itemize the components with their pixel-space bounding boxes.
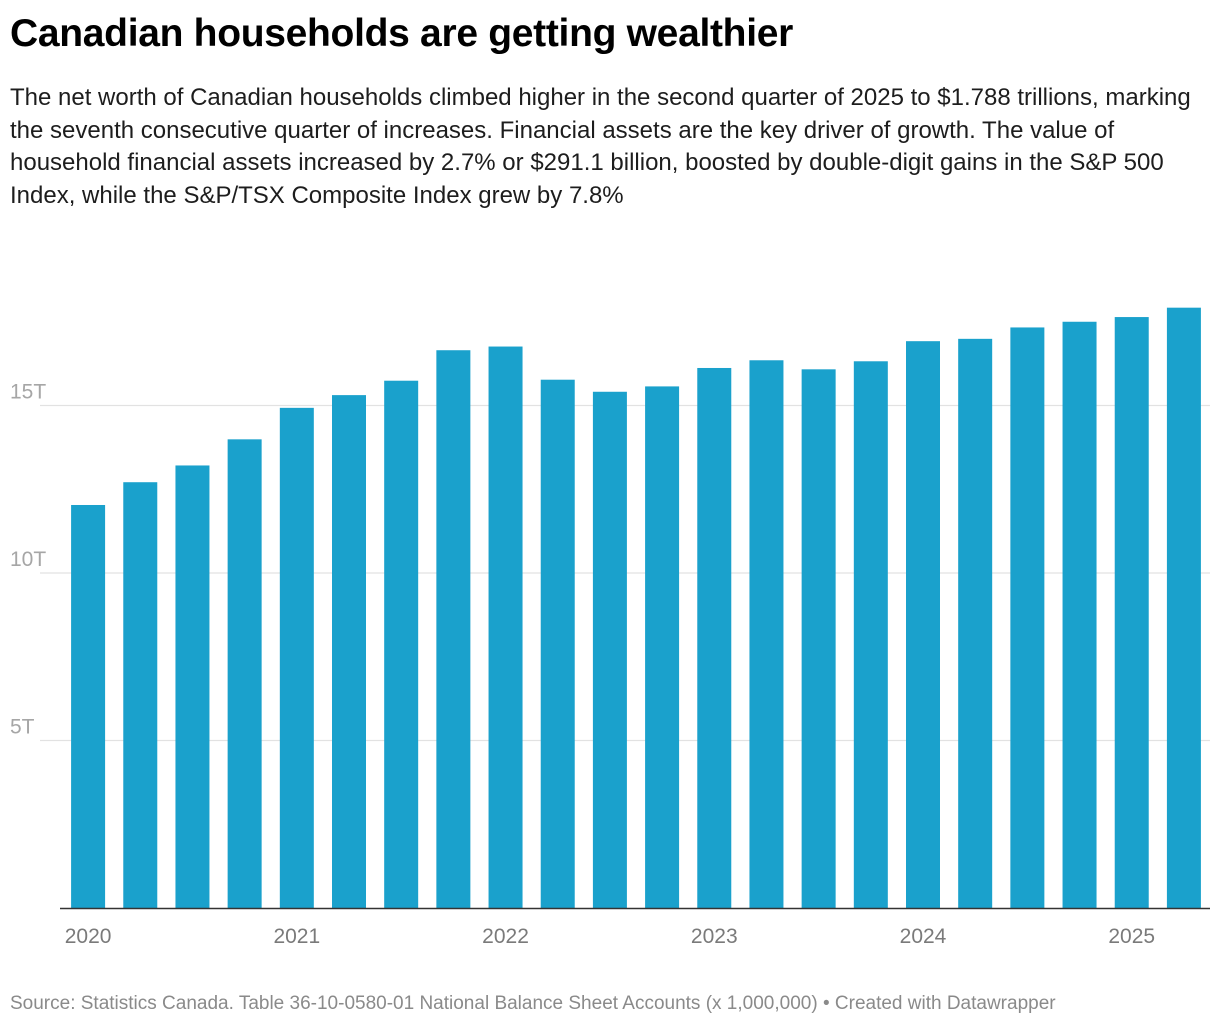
bar-2020-q4 (227, 439, 262, 908)
x-tick-label-2024: 2024 (900, 925, 947, 948)
x-tick-label-2021: 2021 (273, 925, 320, 948)
x-tick-label-2020: 2020 (65, 925, 112, 948)
footer-separator: • (817, 993, 835, 1014)
chart-subtitle: The net worth of Canadian households cli… (10, 84, 1191, 209)
bars (71, 307, 1201, 909)
bar-2023-q3 (801, 369, 836, 908)
y-tick-label-15T: 15T (10, 381, 46, 404)
x-tick-label-2022: 2022 (482, 925, 529, 948)
bar-2022-q1 (488, 346, 523, 908)
bar-2025-q2 (1166, 307, 1201, 908)
bar-2023-q1 (697, 367, 732, 909)
bar-2024-q2 (958, 338, 993, 909)
bar-2021-q2 (332, 395, 366, 908)
bar-2020-q1 (71, 504, 106, 908)
bar-2020-q3 (175, 465, 210, 908)
source-footer: Source: Statistics Canada. Table 36-10-0… (10, 993, 1056, 1015)
bar-2023-q2 (749, 360, 784, 908)
x-axis: 2020 2021 2022 2023 2024 2025 (60, 907, 1210, 948)
credit-text: Created with Datawrapper (834, 993, 1056, 1014)
bar-2023-q4 (853, 361, 888, 908)
bar-2020-q2 (123, 482, 158, 908)
bar-2021-q3 (384, 380, 419, 909)
bar-2022-q4 (645, 386, 680, 908)
y-tick-label-10T: 10T (10, 548, 46, 571)
bar-chart: 5T 10T 15T 2020 2021 2022 2023 2024 2025 (10, 307, 1210, 948)
bar-2022-q2 (540, 379, 575, 908)
bar-2022-q3 (592, 391, 627, 908)
bar-2025-q1 (1114, 317, 1149, 908)
x-tick-label-2025: 2025 (1108, 925, 1155, 948)
bar-2024-q4 (1062, 321, 1097, 908)
x-tick-label-2023: 2023 (691, 925, 738, 948)
bar-2021-q4 (436, 350, 471, 909)
source-text: Source: Statistics Canada. Table 36-10-0… (10, 993, 818, 1014)
chart-title: Canadian households are getting wealthie… (10, 12, 794, 55)
bar-2021-q1 (279, 407, 314, 908)
bar-2024-q3 (1010, 327, 1045, 908)
bar-2024-q1 (906, 341, 940, 908)
y-tick-label-5T: 5T (10, 716, 35, 739)
